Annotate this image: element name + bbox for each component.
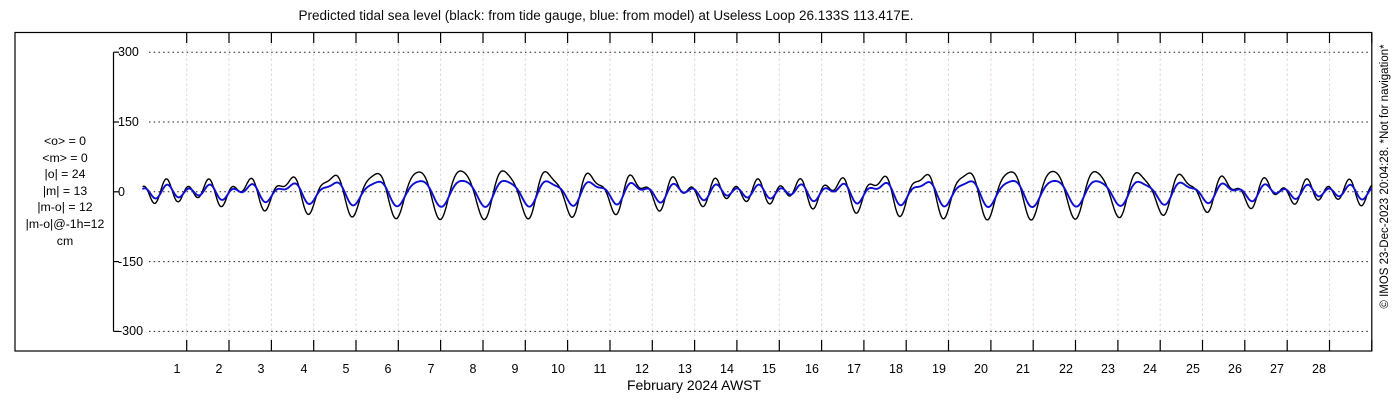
y-tick-label: 300 [118,45,139,59]
stats-line: |o| = 24 [44,167,86,182]
x-day-label: 12 [635,362,649,376]
stats-line: |m| = 13 [42,183,88,198]
y-tick-label: 150 [118,115,139,129]
x-day-label: 3 [257,362,265,376]
x-day-label: 16 [805,362,819,376]
x-day-label: 17 [847,362,861,376]
x-day-label: 9 [511,362,519,376]
plot-frame [14,31,1373,352]
stats-line: |m-o|@-1h=12 [25,216,105,231]
x-day-label: 24 [1143,362,1157,376]
x-axis-caption: February 2024 AWST [626,377,762,393]
x-day-label: 4 [300,362,308,376]
stats-block: <o> = 0 <m> = 0 |o| = 24 |m| = 13 |m-o| = 12… [10,133,120,249]
x-day-label: 6 [384,362,392,376]
x-day-label: 21 [1016,362,1030,376]
x-day-label: 27 [1270,362,1284,376]
tide-gauge-curve [142,170,1373,221]
x-day-label: 1 [173,362,181,376]
x-day-label: 14 [720,362,734,376]
stats-line: <m> = 0 [42,150,88,165]
y-tick-label: -300 [118,324,144,338]
stats-line: |m-o| = 12 [37,200,93,215]
x-day-label: 19 [932,362,946,376]
y-tick-label: -150 [118,255,144,269]
imos-watermark: © IMOS 23-Dec-2023 20:04:28. *Not for na… [1379,44,1391,309]
x-day-label: 23 [1101,362,1115,376]
stats-line: <o> = 0 [43,134,87,148]
stats-line: cm [56,233,74,248]
x-day-label: 28 [1312,362,1326,376]
x-day-label: 8 [469,362,477,376]
x-day-label: 11 [593,362,607,376]
x-day-label: 20 [974,362,988,376]
x-day-label: 18 [889,362,903,376]
chart-title: Predicted tidal sea level (black: from t… [298,8,914,23]
x-day-label: 10 [551,362,565,376]
x-day-label: 2 [215,362,223,376]
x-day-label: 7 [427,362,435,376]
y-tick-label: 0 [118,185,125,199]
x-day-label: 25 [1186,362,1200,376]
x-day-label: 13 [678,362,692,376]
x-day-label: 22 [1059,362,1073,376]
x-day-label: 15 [762,362,776,376]
x-day-label: 26 [1228,362,1242,376]
x-day-label: 5 [342,362,350,376]
model-curve [142,179,1373,208]
